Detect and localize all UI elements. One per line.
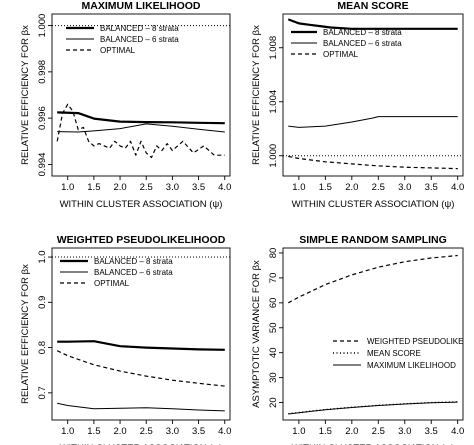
plot-frame (282, 247, 464, 421)
x-tick-label: 4.0 (218, 182, 231, 193)
plot-frame (51, 13, 231, 177)
series-line-3 (288, 155, 458, 170)
legend-label: BALANCED – 6 strata (323, 39, 402, 48)
panel-3: WEIGHTED PSEUDOLIKELIHOOD 1.0 1.5 2.0 2.5 3.0… (20, 234, 231, 445)
series-line-3 (288, 401, 458, 415)
legend-label: WEIGHTED PSEUDOLIKE (367, 337, 463, 346)
y-tick-label: 40 (268, 347, 279, 358)
panel-title: WEIGHTED PSEUDOLIKELIHOOD (57, 234, 226, 246)
x-tick-label: 3.0 (166, 182, 179, 193)
y-tick-label: 0.998 (37, 60, 48, 84)
y-tick-label: 1.000 (268, 144, 279, 168)
legend: BALANCED – 8 strata BALANCED – 6 strata OP… (60, 257, 173, 288)
x-tick-label: 1.5 (319, 426, 332, 437)
y-tick-label: 1.004 (268, 90, 279, 114)
y-tick-label: 30 (268, 372, 279, 383)
panel-1: MAXIMUM LIKELIHOOD 1.0 1.5 2.0 2.5 3.0 3.5 4.0 0… (20, 0, 231, 210)
legend: WEIGHTED PSEUDOLIKE MEAN SCORE MAXIMUM LIK… (333, 337, 463, 370)
legend-label: MEAN SCORE (367, 349, 421, 358)
x-tick-label: 2.0 (113, 426, 126, 437)
y-tick-label: 1.008 (268, 36, 279, 60)
series-line-2 (288, 401, 458, 415)
series-line-1 (287, 18, 458, 30)
x-tick-label: 4.0 (451, 182, 464, 193)
y-axis-label: ASYMPTOTIC VARIANCE FOR βx (251, 260, 262, 408)
x-tick-label: 2.5 (372, 426, 385, 437)
x-tick-label: 3.0 (398, 182, 411, 193)
x-tick-label: 3.0 (166, 426, 179, 437)
x-axis-label: WITHIN CLUSTER ASSOCIATION (ψ) (292, 199, 455, 210)
plot-frame (51, 247, 231, 421)
x-tick-label: 1.0 (61, 426, 74, 437)
legend-label: BALANCED – 8 strata (94, 257, 173, 266)
series-line-2 (57, 402, 225, 412)
x-tick-label: 4.0 (451, 426, 464, 437)
x-tick-label: 2.0 (345, 426, 358, 437)
legend-label: OPTIMAL (94, 279, 130, 288)
legend: BALANCED – 8 strata BALANCED – 6 strata OP… (291, 28, 402, 59)
legend-label: BALANCED – 8 strata (100, 24, 179, 33)
x-tick-label: 2.5 (372, 182, 385, 193)
x-axis-label: WITHIN CLUSTER ASSOCIATION (ψ) (60, 199, 223, 210)
panel-title: MEAN SCORE (337, 0, 408, 12)
panel-4: SIMPLE RANDOM SAMPLING 1.0 1.5 2.0 2.5 3.0 3.5… (251, 234, 464, 445)
y-tick-label: 60 (268, 298, 279, 309)
legend-label: OPTIMAL (100, 46, 136, 55)
x-axis-label: WITHIN CLUSTER ASSOCIATION (ψ) (60, 443, 223, 445)
y-tick-label: 0.7 (37, 386, 48, 399)
panel-title: MAXIMUM LIKELIHOOD (82, 0, 201, 12)
y-axis-label: RELATIVE EFFICIENCY FOR βx (20, 25, 31, 165)
x-tick-label: 1.5 (319, 182, 332, 193)
y-tick-label: 70 (268, 273, 279, 284)
series-line-2 (288, 116, 458, 128)
x-tick-label: 1.0 (292, 182, 305, 193)
x-tick-label: 3.0 (398, 426, 411, 437)
x-tick-label: 2.5 (140, 426, 153, 437)
legend-label: OPTIMAL (323, 50, 359, 59)
x-tick-label: 2.0 (113, 182, 126, 193)
panel-2: MEAN SCORE 1.0 1.5 2.0 2.5 3.0 3.5 4.0 1.000 1.00… (251, 0, 464, 210)
series-line-1 (57, 340, 225, 351)
x-tick-label: 2.0 (345, 182, 358, 193)
y-tick-label: 0.994 (37, 153, 48, 177)
y-tick-label: 0.8 (37, 341, 48, 354)
y-tick-label: 20 (268, 397, 279, 408)
x-tick-label: 3.5 (192, 182, 205, 193)
y-tick-label: 50 (268, 322, 279, 333)
y-axis-label: RELATIVE EFFICIENCY FOR βx (251, 25, 262, 165)
y-tick-label: 1.000 (37, 14, 48, 38)
series-line-3 (56, 350, 225, 387)
x-tick-label: 4.0 (218, 426, 231, 437)
series-line-2 (57, 123, 225, 133)
legend-label: BALANCED – 6 strata (100, 35, 179, 44)
legend: BALANCED – 8 strata BALANCED – 6 strata OP… (66, 24, 179, 55)
y-tick-label: 1.0 (37, 250, 48, 263)
series-line-3 (56, 103, 225, 159)
series-line-1 (57, 111, 225, 125)
y-tick-label: 0.996 (37, 106, 48, 130)
y-tick-label: 80 (268, 248, 279, 259)
legend-label: MAXIMUM LIKELIHOOD (367, 361, 456, 370)
x-tick-label: 1.5 (87, 182, 100, 193)
panel-title: SIMPLE RANDOM SAMPLING (299, 234, 447, 246)
x-tick-label: 1.5 (87, 426, 100, 437)
legend-label: BALANCED – 8 strata (323, 28, 402, 37)
x-tick-label: 3.5 (425, 426, 438, 437)
y-tick-label: 0.9 (37, 296, 48, 309)
x-tick-label: 1.0 (292, 426, 305, 437)
x-tick-label: 1.0 (61, 182, 74, 193)
plot-frame (282, 13, 464, 177)
x-tick-label: 2.5 (140, 182, 153, 193)
x-axis-label: WITHIN CLUSTER ASSOCIATION (ψ) (292, 443, 455, 445)
series-line-1 (288, 254, 458, 304)
x-tick-label: 3.5 (425, 182, 438, 193)
legend-label: BALANCED – 6 strata (94, 268, 173, 277)
y-axis-label: RELATIVE EFFICIENCY FOR βx (20, 264, 31, 404)
x-tick-label: 3.5 (192, 426, 205, 437)
